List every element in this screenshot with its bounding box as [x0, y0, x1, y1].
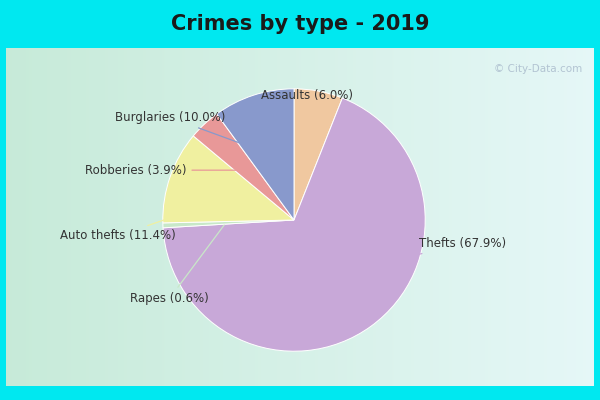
Wedge shape — [294, 89, 343, 220]
Bar — [0, 0, 600, 48]
Text: Robberies (3.9%): Robberies (3.9%) — [85, 164, 245, 177]
Bar — [0, 386, 600, 400]
Wedge shape — [163, 136, 294, 223]
Wedge shape — [163, 220, 294, 228]
Text: Thefts (67.9%): Thefts (67.9%) — [337, 237, 506, 275]
Wedge shape — [163, 98, 425, 351]
Text: Burglaries (10.0%): Burglaries (10.0%) — [115, 111, 270, 154]
Bar — [0, 0, 6, 400]
Wedge shape — [193, 114, 294, 220]
Text: Assaults (6.0%): Assaults (6.0%) — [261, 89, 353, 150]
Bar — [594, 0, 600, 400]
Text: Auto thefts (11.4%): Auto thefts (11.4%) — [60, 198, 227, 242]
Text: © City-Data.com: © City-Data.com — [494, 64, 582, 74]
Text: Rapes (0.6%): Rapes (0.6%) — [130, 225, 224, 305]
Text: Crimes by type - 2019: Crimes by type - 2019 — [171, 14, 429, 34]
Wedge shape — [217, 89, 294, 220]
